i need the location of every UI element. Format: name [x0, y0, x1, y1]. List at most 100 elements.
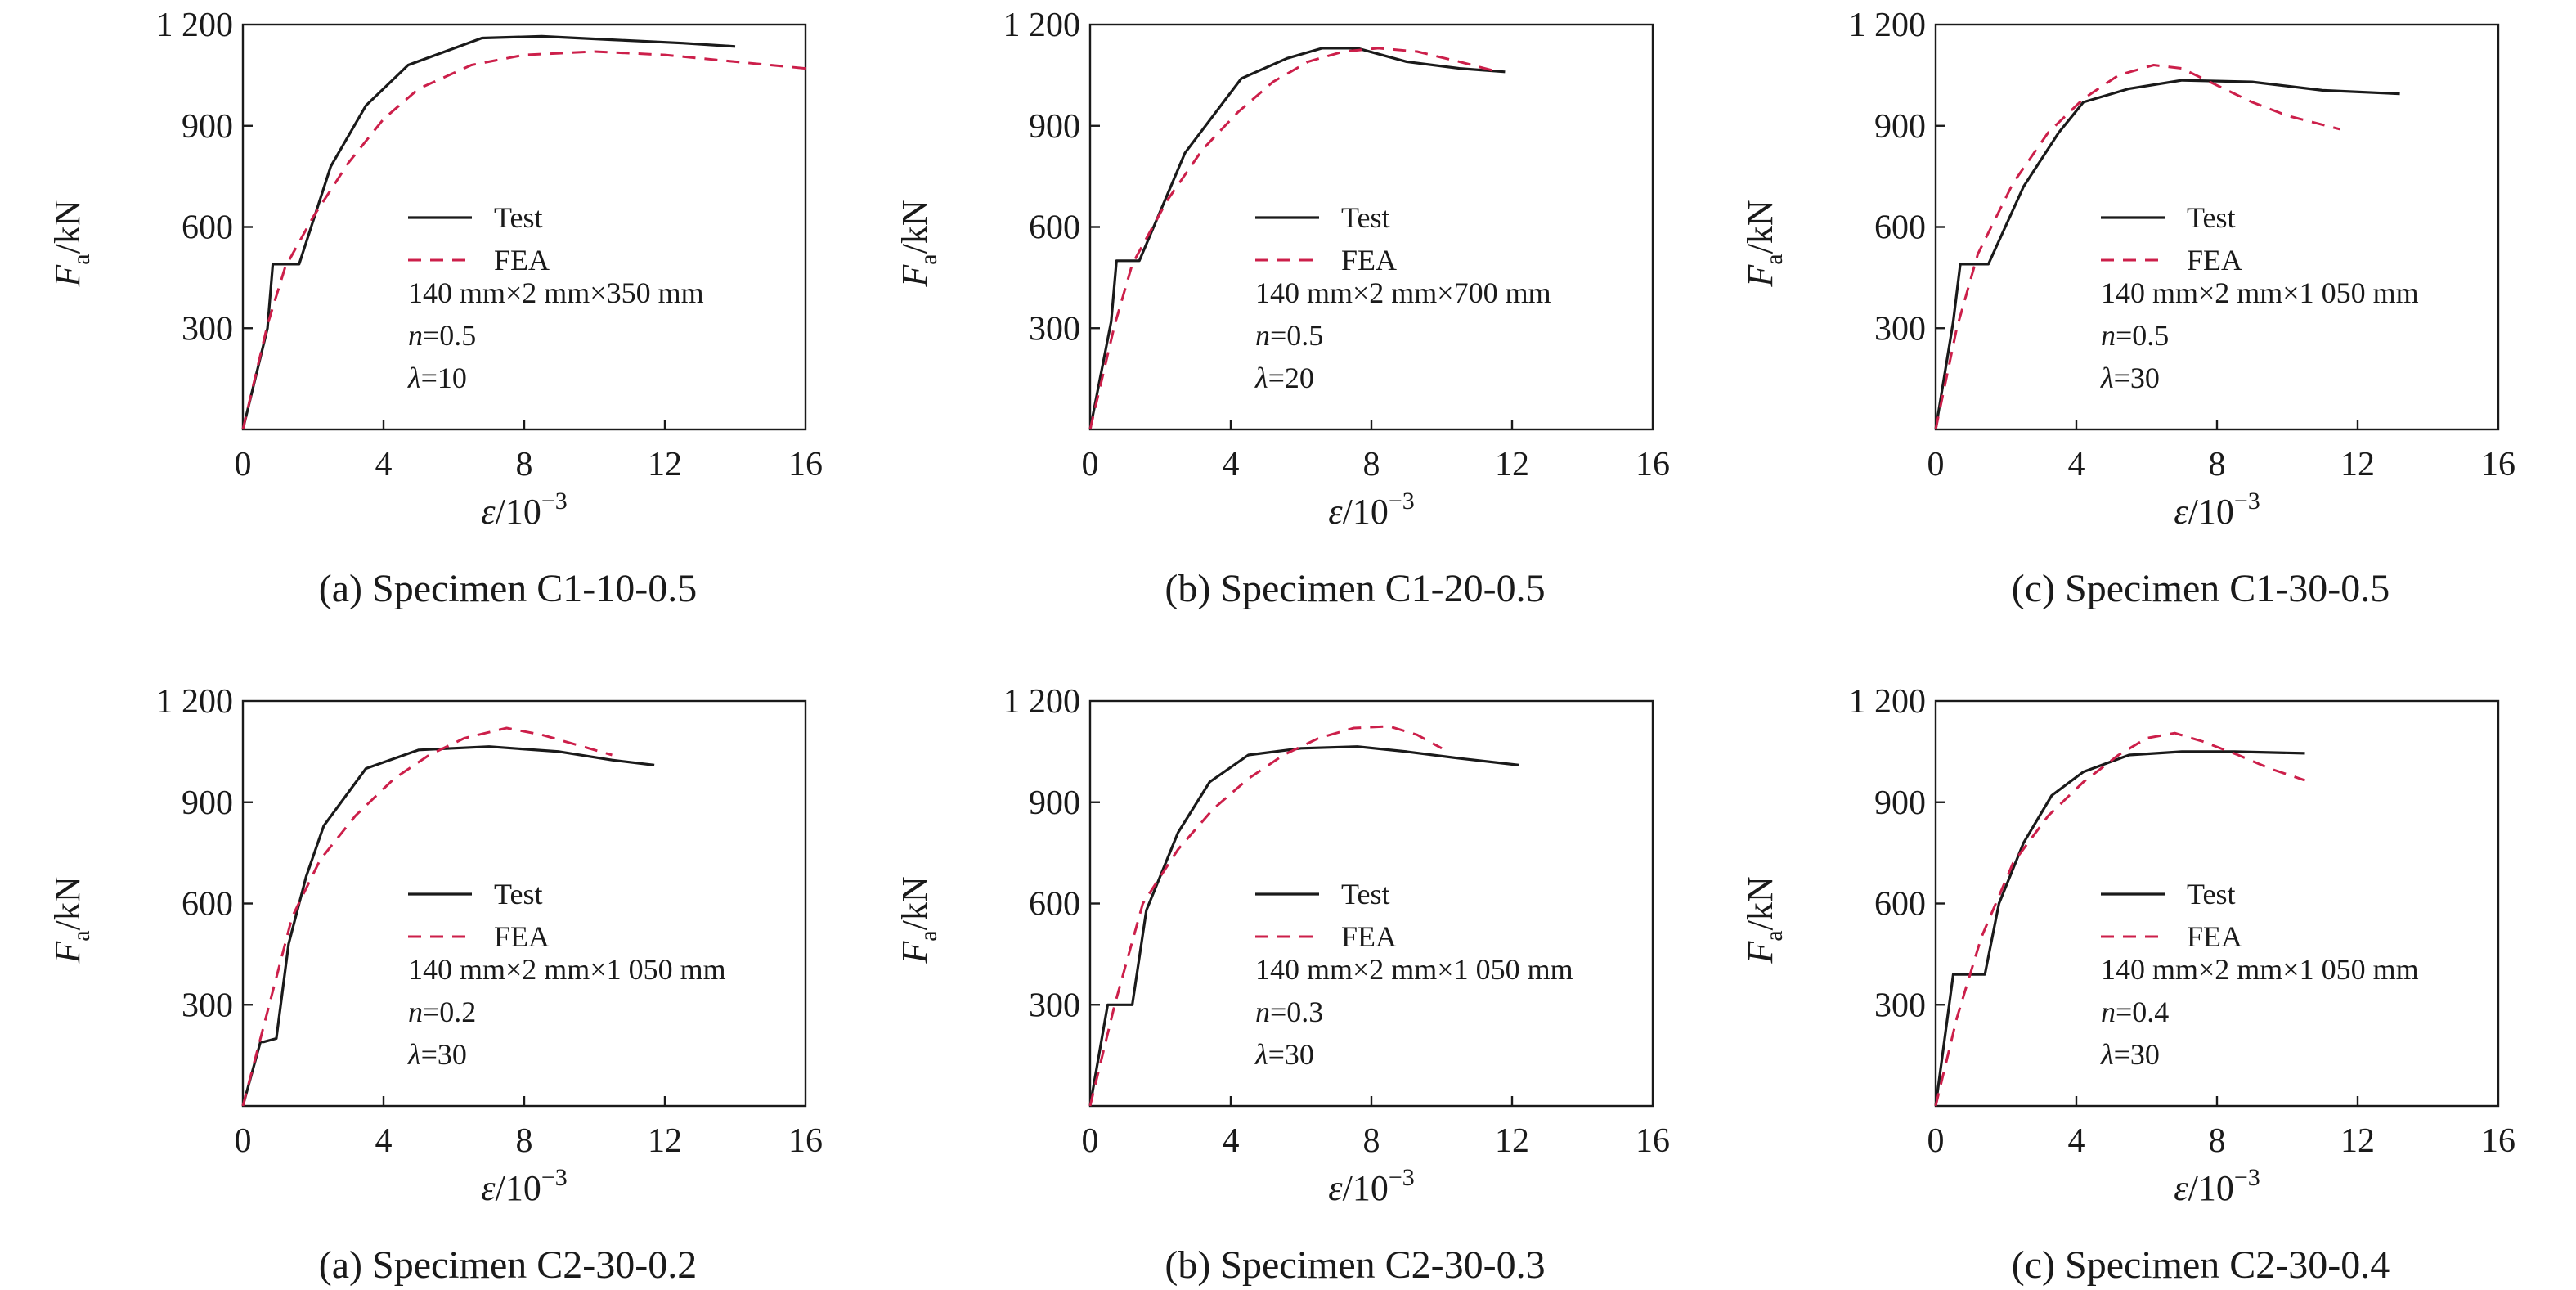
- y-tick-label: 900: [182, 784, 233, 822]
- x-axis-title: ε/10−3: [1328, 488, 1415, 532]
- x-tick-label: 4: [2068, 446, 2085, 483]
- slenderness-label: λ=30: [2100, 362, 2160, 394]
- n-ratio-label: n=0.4: [2101, 996, 2169, 1028]
- y-tick-label: 600: [1874, 886, 1926, 924]
- x-tick-label: 16: [1636, 446, 1670, 483]
- panel-caption: (c) Specimen C1-30-0.5: [2012, 567, 2390, 610]
- x-tick-label: 16: [1636, 1122, 1670, 1160]
- legend-fea-label: FEA: [1341, 244, 1397, 276]
- legend-fea-label: FEA: [494, 920, 550, 953]
- specimen-size-label: 140 mm×2 mm×700 mm: [1255, 276, 1551, 309]
- x-tick-label: 0: [235, 446, 252, 483]
- test-series-line: [241, 745, 655, 1107]
- slenderness-label: λ=30: [1254, 1038, 1314, 1071]
- x-tick-label: 0: [1928, 1122, 1945, 1160]
- y-tick-label: 1 200: [1003, 683, 1081, 721]
- chart-panel-4: 0 4 8 12 16 300 600 900 1 200 ε/10−3 Fa/kN Test FEA1…: [47, 683, 823, 1287]
- y-tick-label: 600: [182, 209, 233, 247]
- slenderness-label: λ=20: [1254, 362, 1314, 394]
- test-series-line: [1934, 79, 2400, 430]
- fea-series-line: [241, 726, 613, 1107]
- x-tick-label: 12: [1495, 446, 1529, 483]
- y-tick-label: 1 200: [1003, 7, 1081, 44]
- chart-panel-2: 0 4 8 12 16 300 600 900 1 200 ε/10−3 Fa/kN Test FEA1…: [895, 7, 1670, 610]
- x-tick-label: 12: [2340, 446, 2375, 483]
- n-ratio-label: n=0.3: [1255, 996, 1323, 1028]
- x-tick-label: 4: [2068, 1122, 2085, 1160]
- x-tick-label: 0: [1082, 446, 1099, 483]
- x-tick-label: 16: [2481, 446, 2515, 483]
- legend-test-label: Test: [1341, 201, 1389, 234]
- x-tick-label: 4: [375, 1122, 393, 1160]
- x-tick-label: 8: [516, 446, 533, 483]
- legend-fea-label: FEA: [494, 244, 550, 276]
- fea-series-line: [241, 50, 806, 430]
- x-tick-label: 16: [788, 446, 823, 483]
- legend-test-label: Test: [2187, 201, 2235, 234]
- chart-panel-5: 0 4 8 12 16 300 600 900 1 200 ε/10−3 Fa/kN Test FEA1…: [895, 683, 1670, 1287]
- slenderness-label: λ=10: [407, 362, 467, 394]
- x-axis-title: ε/10−3: [1328, 1164, 1415, 1208]
- x-axis-title: ε/10−3: [481, 488, 568, 532]
- x-tick-label: 0: [1082, 1122, 1099, 1160]
- n-ratio-label: n=0.5: [2101, 319, 2169, 352]
- y-tick-label: 1 200: [1849, 683, 1927, 721]
- specimen-size-label: 140 mm×2 mm×1 050 mm: [1255, 953, 1573, 986]
- specimen-size-label: 140 mm×2 mm×350 mm: [408, 276, 704, 309]
- fea-series-line: [1088, 725, 1443, 1107]
- y-tick-label: 900: [1029, 784, 1080, 822]
- y-axis-title: Fa/kN: [895, 876, 942, 964]
- y-tick-label: 1 200: [1849, 7, 1927, 44]
- y-axis-title: Fa/kN: [1740, 200, 1788, 287]
- x-axis-title: ε/10−3: [2174, 488, 2260, 532]
- y-tick-label: 600: [1029, 886, 1080, 924]
- panel-caption: (a) Specimen C1-10-0.5: [319, 567, 698, 610]
- x-tick-label: 8: [2209, 1122, 2226, 1160]
- legend-fea-label: FEA: [2187, 920, 2242, 953]
- x-tick-label: 8: [1363, 446, 1380, 483]
- n-ratio-label: n=0.5: [408, 319, 476, 352]
- y-tick-label: 300: [1874, 987, 1926, 1024]
- y-tick-label: 1 200: [156, 7, 234, 44]
- x-tick-label: 4: [1223, 1122, 1240, 1160]
- panel-caption: (a) Specimen C2-30-0.2: [319, 1243, 698, 1287]
- x-tick-label: 16: [2481, 1122, 2515, 1160]
- y-tick-label: 300: [1029, 310, 1080, 348]
- x-axis-title: ε/10−3: [481, 1164, 568, 1208]
- y-tick-label: 900: [1029, 108, 1080, 146]
- y-tick-label: 900: [1874, 108, 1926, 146]
- slenderness-label: λ=30: [407, 1038, 467, 1071]
- x-tick-label: 4: [1223, 446, 1240, 483]
- slenderness-label: λ=30: [2100, 1038, 2160, 1071]
- y-tick-label: 600: [1874, 209, 1926, 247]
- n-ratio-label: n=0.2: [408, 996, 476, 1028]
- legend-fea-label: FEA: [2187, 244, 2242, 276]
- y-tick-label: 900: [1874, 784, 1926, 822]
- x-tick-label: 4: [375, 446, 393, 483]
- legend-test-label: Test: [1341, 878, 1389, 910]
- x-tick-label: 12: [648, 1122, 682, 1160]
- fea-series-line: [1934, 64, 2340, 430]
- legend-test-label: Test: [494, 878, 542, 910]
- panel-caption: (c) Specimen C2-30-0.4: [2012, 1243, 2390, 1287]
- specimen-size-label: 140 mm×2 mm×1 050 mm: [2101, 953, 2419, 986]
- x-tick-label: 8: [1363, 1122, 1380, 1160]
- test-series-line: [1088, 47, 1506, 430]
- specimen-size-label: 140 mm×2 mm×1 050 mm: [2101, 276, 2419, 309]
- legend-test-label: Test: [2187, 878, 2235, 910]
- legend-test-label: Test: [494, 201, 542, 234]
- y-axis-title: Fa/kN: [47, 876, 95, 964]
- panel-caption: (b) Specimen C1-20-0.5: [1165, 567, 1545, 610]
- x-tick-label: 12: [1495, 1122, 1529, 1160]
- x-tick-label: 16: [788, 1122, 823, 1160]
- legend-fea-label: FEA: [1341, 920, 1397, 953]
- n-ratio-label: n=0.5: [1255, 319, 1323, 352]
- specimen-size-label: 140 mm×2 mm×1 050 mm: [408, 953, 726, 986]
- y-tick-label: 900: [182, 108, 233, 146]
- x-tick-label: 0: [235, 1122, 252, 1160]
- y-tick-label: 300: [182, 987, 233, 1024]
- y-tick-label: 600: [182, 886, 233, 924]
- x-tick-label: 8: [2209, 446, 2226, 483]
- fea-series-line: [1088, 47, 1499, 430]
